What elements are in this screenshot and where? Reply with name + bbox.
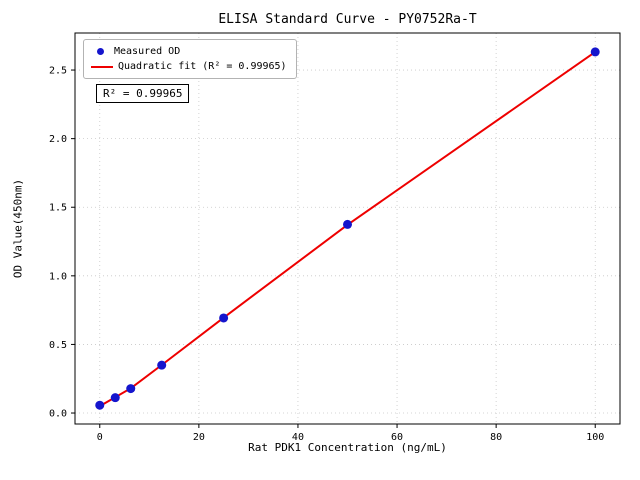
plot-border <box>74 32 621 425</box>
x-tick-label: 80 <box>490 432 502 443</box>
x-tick-label: 100 <box>586 432 604 443</box>
x-tick-label: 20 <box>193 432 205 443</box>
measured-od-point <box>110 393 120 403</box>
measured-od-point <box>219 313 229 323</box>
measured-od-point <box>343 219 352 229</box>
chart-title: ELISA Standard Curve - PY0752Ra-T <box>218 12 477 27</box>
y-tick-label: 1.5 <box>49 203 67 214</box>
y-tick-label: 0.5 <box>49 340 67 351</box>
x-tick-label: 40 <box>292 432 304 443</box>
y-axis-label: OD Value(450nm) <box>11 178 25 279</box>
y-tick-label: 2.5 <box>49 66 67 77</box>
measured-od-point <box>157 360 167 370</box>
x-axis-label: Rat PDK1 Concentration (ng/mL) <box>248 441 447 454</box>
measured-od-point <box>126 384 136 394</box>
x-tick-label: 0 <box>97 432 103 443</box>
quadratic-fit-line <box>98 50 597 408</box>
y-tick-label: 0.0 <box>49 409 67 420</box>
legend-item-quadratic-fit: Quadratic fit (R² = 0.99965) <box>91 59 287 74</box>
measured-od-point <box>590 47 600 57</box>
measured-od-point <box>95 400 105 410</box>
r-squared-annotation: R² = 0.99965 <box>96 84 190 103</box>
legend-label-measured-od: Measured OD <box>114 46 181 57</box>
legend: Measured OD Quadratic fit (R² = 0.99965) <box>83 39 297 79</box>
legend-label-quadratic-fit: Quadratic fit (R² = 0.99965) <box>118 61 287 72</box>
legend-item-measured-od: Measured OD <box>91 44 287 59</box>
quadratic-fit-marker-icon <box>91 65 113 68</box>
y-tick-label: 2.0 <box>49 134 67 145</box>
y-tick-label: 1.0 <box>49 271 67 282</box>
measured-od-marker-icon <box>97 48 104 55</box>
x-tick-label: 60 <box>391 432 403 443</box>
